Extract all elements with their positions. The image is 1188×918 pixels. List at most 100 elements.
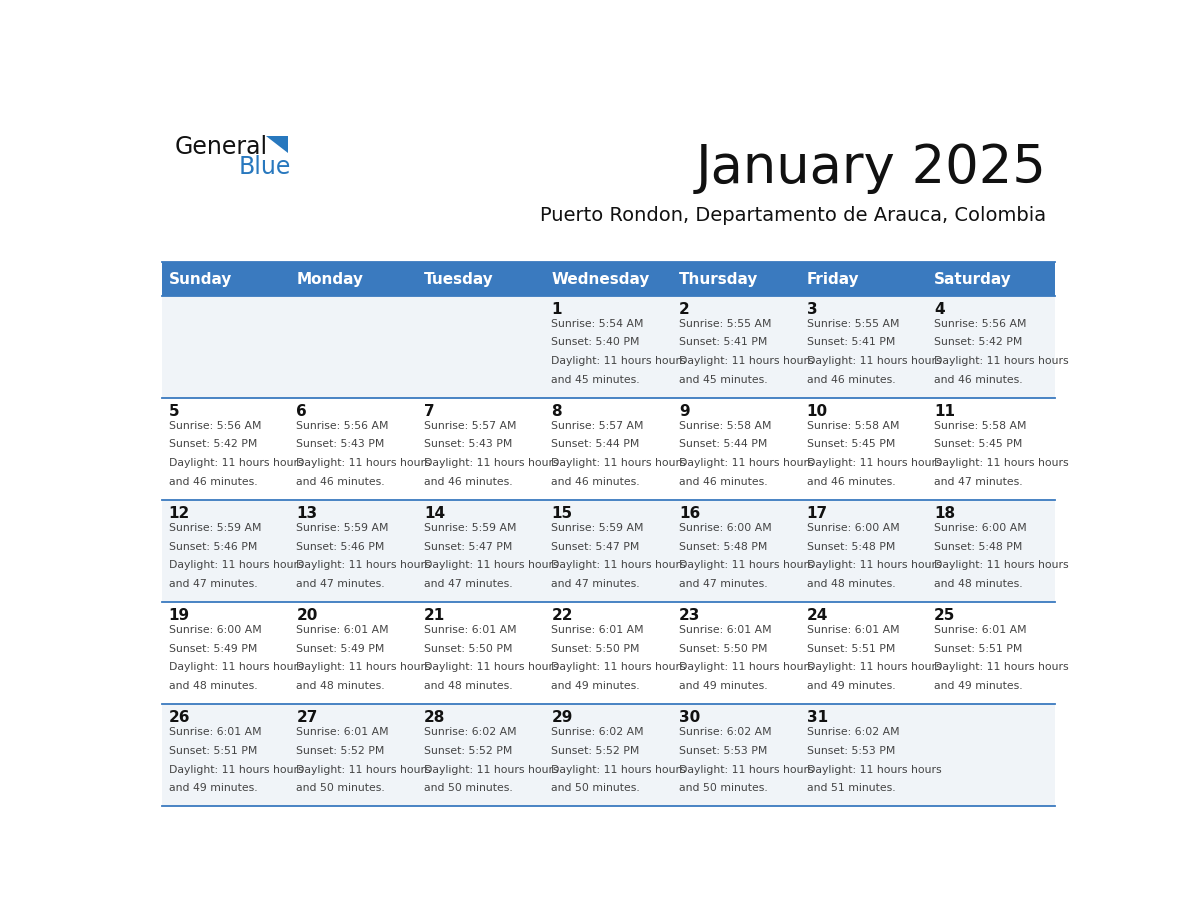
Bar [928, 704, 1055, 806]
Bar [290, 263, 417, 297]
Bar [672, 602, 801, 704]
Text: Sunset: 5:43 PM: Sunset: 5:43 PM [296, 440, 385, 450]
Text: Daylight: 11 hours hours: Daylight: 11 hours hours [551, 560, 685, 570]
Text: 13: 13 [296, 507, 317, 521]
Bar [163, 602, 290, 704]
Text: Daylight: 11 hours hours: Daylight: 11 hours hours [934, 560, 1069, 570]
Text: Daylight: 11 hours hours: Daylight: 11 hours hours [296, 560, 431, 570]
Text: Friday: Friday [807, 272, 859, 286]
Text: 3: 3 [807, 302, 817, 318]
Bar [163, 297, 290, 398]
Text: Sunrise: 6:00 AM: Sunrise: 6:00 AM [934, 522, 1026, 532]
Text: Daylight: 11 hours hours: Daylight: 11 hours hours [551, 663, 685, 673]
Text: 31: 31 [807, 711, 828, 725]
Bar [290, 500, 417, 602]
Text: 15: 15 [551, 507, 573, 521]
Bar [545, 500, 672, 602]
Text: Sunset: 5:52 PM: Sunset: 5:52 PM [296, 745, 385, 756]
Text: Sunset: 5:51 PM: Sunset: 5:51 PM [934, 644, 1023, 654]
Text: Sunrise: 6:00 AM: Sunrise: 6:00 AM [680, 522, 772, 532]
Text: and 46 minutes.: and 46 minutes. [551, 477, 640, 487]
Text: 23: 23 [680, 609, 701, 623]
Text: and 46 minutes.: and 46 minutes. [680, 477, 767, 487]
Text: Daylight: 11 hours hours: Daylight: 11 hours hours [169, 560, 303, 570]
Text: Puerto Rondon, Departamento de Arauca, Colombia: Puerto Rondon, Departamento de Arauca, C… [541, 206, 1047, 225]
Text: Daylight: 11 hours hours: Daylight: 11 hours hours [807, 560, 941, 570]
Text: 27: 27 [296, 711, 317, 725]
Text: and 49 minutes.: and 49 minutes. [934, 681, 1023, 691]
Text: and 50 minutes.: and 50 minutes. [424, 783, 512, 793]
Text: Daylight: 11 hours hours: Daylight: 11 hours hours [551, 765, 685, 775]
Text: Daylight: 11 hours hours: Daylight: 11 hours hours [169, 663, 303, 673]
Text: Daylight: 11 hours hours: Daylight: 11 hours hours [169, 765, 303, 775]
Text: Daylight: 11 hours hours: Daylight: 11 hours hours [807, 356, 941, 366]
Text: Sunset: 5:51 PM: Sunset: 5:51 PM [169, 745, 257, 756]
Text: 10: 10 [807, 404, 828, 420]
Bar [801, 704, 928, 806]
Text: General: General [175, 135, 267, 159]
Polygon shape [266, 136, 289, 152]
Text: Sunset: 5:42 PM: Sunset: 5:42 PM [934, 338, 1023, 347]
Text: Daylight: 11 hours hours: Daylight: 11 hours hours [807, 458, 941, 468]
Text: and 48 minutes.: and 48 minutes. [296, 681, 385, 691]
Bar [290, 602, 417, 704]
Text: and 48 minutes.: and 48 minutes. [807, 579, 896, 589]
Text: Sunrise: 5:59 AM: Sunrise: 5:59 AM [296, 522, 388, 532]
Bar [417, 297, 545, 398]
Bar [801, 602, 928, 704]
Text: 2: 2 [680, 302, 690, 318]
Text: 24: 24 [807, 609, 828, 623]
Bar [801, 263, 928, 297]
Text: 1: 1 [551, 302, 562, 318]
Bar [545, 297, 672, 398]
Text: Sunset: 5:44 PM: Sunset: 5:44 PM [551, 440, 640, 450]
Text: Daylight: 11 hours hours: Daylight: 11 hours hours [680, 356, 814, 366]
Text: Sunrise: 6:02 AM: Sunrise: 6:02 AM [807, 727, 899, 737]
Bar [290, 398, 417, 500]
Text: Sunset: 5:44 PM: Sunset: 5:44 PM [680, 440, 767, 450]
Text: and 48 minutes.: and 48 minutes. [934, 579, 1023, 589]
Bar [672, 500, 801, 602]
Text: Daylight: 11 hours hours: Daylight: 11 hours hours [551, 356, 685, 366]
Bar [801, 500, 928, 602]
Text: Tuesday: Tuesday [424, 272, 493, 286]
Text: Sunset: 5:46 PM: Sunset: 5:46 PM [169, 542, 257, 552]
Text: Sunset: 5:42 PM: Sunset: 5:42 PM [169, 440, 257, 450]
Text: 5: 5 [169, 404, 179, 420]
Text: Sunrise: 5:56 AM: Sunrise: 5:56 AM [296, 420, 388, 431]
Text: 8: 8 [551, 404, 562, 420]
Text: and 49 minutes.: and 49 minutes. [807, 681, 896, 691]
Text: 11: 11 [934, 404, 955, 420]
Text: Monday: Monday [296, 272, 364, 286]
Text: and 46 minutes.: and 46 minutes. [934, 375, 1023, 386]
Text: Sunrise: 6:01 AM: Sunrise: 6:01 AM [169, 727, 261, 737]
Text: and 49 minutes.: and 49 minutes. [680, 681, 767, 691]
Text: and 46 minutes.: and 46 minutes. [807, 477, 896, 487]
Bar [545, 398, 672, 500]
Text: Sunset: 5:53 PM: Sunset: 5:53 PM [680, 745, 767, 756]
Text: Daylight: 11 hours hours: Daylight: 11 hours hours [680, 765, 814, 775]
Text: Sunrise: 6:01 AM: Sunrise: 6:01 AM [424, 625, 517, 634]
Bar [163, 500, 290, 602]
Text: and 47 minutes.: and 47 minutes. [934, 477, 1023, 487]
Text: Daylight: 11 hours hours: Daylight: 11 hours hours [934, 663, 1069, 673]
Text: 25: 25 [934, 609, 955, 623]
Text: Sunrise: 5:55 AM: Sunrise: 5:55 AM [680, 319, 771, 329]
Text: Sunrise: 5:58 AM: Sunrise: 5:58 AM [934, 420, 1026, 431]
Text: Sunrise: 5:56 AM: Sunrise: 5:56 AM [169, 420, 261, 431]
Text: and 46 minutes.: and 46 minutes. [424, 477, 512, 487]
Text: Sunrise: 5:58 AM: Sunrise: 5:58 AM [807, 420, 899, 431]
Text: and 47 minutes.: and 47 minutes. [424, 579, 512, 589]
Text: and 47 minutes.: and 47 minutes. [169, 579, 258, 589]
Text: Sunrise: 6:02 AM: Sunrise: 6:02 AM [551, 727, 644, 737]
Text: 6: 6 [296, 404, 307, 420]
Text: Sunset: 5:48 PM: Sunset: 5:48 PM [807, 542, 895, 552]
Text: and 46 minutes.: and 46 minutes. [169, 477, 258, 487]
Text: Sunrise: 6:01 AM: Sunrise: 6:01 AM [807, 625, 899, 634]
Bar [290, 297, 417, 398]
Bar [672, 398, 801, 500]
Text: and 47 minutes.: and 47 minutes. [680, 579, 767, 589]
Text: Daylight: 11 hours hours: Daylight: 11 hours hours [680, 458, 814, 468]
Text: Daylight: 11 hours hours: Daylight: 11 hours hours [424, 560, 558, 570]
Text: 28: 28 [424, 711, 446, 725]
